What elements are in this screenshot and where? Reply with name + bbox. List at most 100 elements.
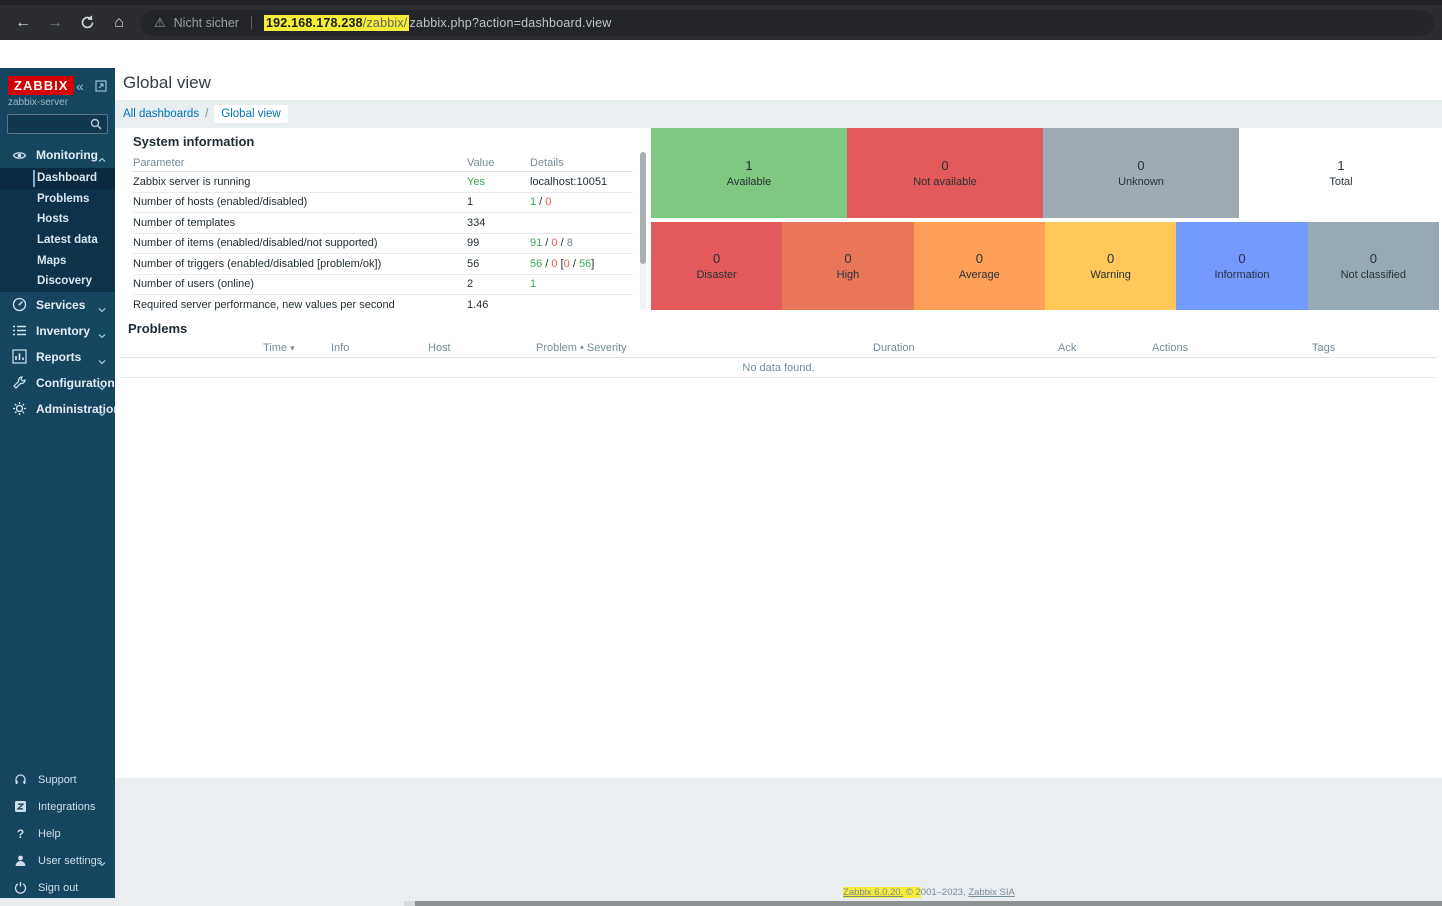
address-bar[interactable]: ⚠ Nicht sicher 192.168.178.238/zabbix/za…	[140, 9, 1434, 36]
menu-label: Inventory	[36, 323, 91, 338]
column-header-problem-severity: Problem • Severity	[536, 342, 627, 354]
footer-menu-label: Support	[38, 773, 77, 786]
page-url: 192.168.178.238/zabbix/zabbix.php?action…	[263, 14, 612, 31]
parameter-cell: Number of triggers (enabled/disabled [pr…	[133, 257, 382, 270]
sidebar-item-sign-out[interactable]: Sign out	[0, 874, 115, 901]
power-icon	[13, 880, 28, 895]
severity-box-warning: 0 Warning	[1044, 222, 1177, 310]
security-warning-icon[interactable]: ⚠	[154, 14, 166, 30]
details-cell: 1 / 0	[530, 196, 552, 209]
menu-item-reports[interactable]: Reports	[0, 344, 115, 370]
breadcrumb-all-dashboards-link[interactable]: All dashboards	[123, 108, 200, 120]
sidebar-item-dashboard[interactable]: Dashboard	[0, 168, 115, 189]
footer-copyright-rest: 001–2023,	[920, 887, 969, 898]
widget-scrollbar-thumb[interactable]	[640, 152, 646, 264]
menu-item-administration[interactable]: Administration	[0, 396, 121, 422]
column-header-info: Info	[331, 342, 350, 354]
footer-menu-label: Integrations	[38, 800, 96, 813]
column-header-details: Details	[530, 156, 564, 169]
sidebar-item-user-settings[interactable]: User settings	[0, 847, 115, 874]
parameter-cell: Number of hosts (enabled/disabled)	[133, 196, 308, 209]
sidebar-item-discovery[interactable]: Discovery	[0, 271, 115, 292]
submenu-label: Discovery	[37, 275, 92, 288]
table-row: Number of hosts (enabled/disabled) 1 1 /…	[133, 193, 633, 213]
submenu-label: Dashboard	[37, 172, 98, 185]
chevron-down-icon	[98, 354, 106, 368]
column-header-ack: Ack	[1058, 342, 1077, 354]
details-cell: 56 / 0 [0 / 56]	[530, 257, 595, 270]
sidebar-search[interactable]	[7, 114, 108, 134]
value-cell: 1	[467, 196, 474, 209]
list-icon	[12, 323, 27, 338]
label: Unknown	[1118, 176, 1164, 188]
user-icon	[13, 853, 28, 868]
count: 0	[844, 251, 852, 266]
menu-label: Administration	[36, 401, 121, 416]
sidebar-bottom-strip	[0, 898, 115, 906]
search-input[interactable]	[12, 118, 88, 130]
column-header-actions: Actions	[1152, 342, 1189, 354]
zabbix-sia-link[interactable]: Zabbix SIA	[968, 887, 1015, 898]
dashboard-canvas: System information Parameter Value Detai…	[115, 128, 1442, 778]
back-icon[interactable]: ←	[15, 13, 31, 31]
submenu-label: Maps	[37, 254, 67, 267]
availability-box-unknown: 0 Unknown	[1043, 128, 1239, 218]
no-data-text: No data found.	[742, 361, 815, 374]
search-icon	[88, 117, 103, 132]
server-name: zabbix-server	[8, 97, 69, 108]
label: Warning	[1090, 269, 1131, 281]
count: 0	[713, 251, 721, 266]
sidebar-item-integrations[interactable]: Integrations	[0, 793, 115, 820]
sidebar-item-problems[interactable]: Problems	[0, 189, 115, 210]
table-row: Number of items (enabled/disabled/not su…	[133, 234, 633, 254]
security-label: Nicht sicher	[173, 15, 239, 30]
table-row: Number of triggers (enabled/disabled [pr…	[133, 254, 633, 275]
help-icon: ?	[16, 826, 25, 841]
menu-item-inventory[interactable]: Inventory	[0, 318, 115, 344]
availability-box-available: 1 Available	[651, 128, 847, 218]
forward-icon[interactable]: →	[47, 13, 63, 31]
column-header-time[interactable]: Time ▾	[263, 342, 295, 354]
sidebar-item-maps[interactable]: Maps	[0, 250, 115, 271]
details-cell: localhost:10051	[530, 175, 608, 188]
sidebar-item-latest-data[interactable]: Latest data	[0, 230, 115, 251]
label: Information	[1214, 269, 1270, 281]
chevron-up-icon	[98, 152, 106, 166]
widget-scrollbar-track[interactable]	[640, 152, 646, 310]
widget-title: System information	[133, 134, 255, 149]
column-header-parameter: Parameter	[133, 156, 185, 169]
label: Disaster	[696, 269, 737, 281]
host-availability-widget: 1 Available 0 Not available 0 Unknown 1 …	[651, 128, 1439, 218]
horizontal-scrollbar-thumb[interactable]	[415, 901, 1442, 906]
problems-by-severity-widget: 0 Disaster 0 High 0 Average 0 Warning 0 …	[651, 222, 1439, 310]
submenu-label: Hosts	[37, 213, 69, 226]
count: 1	[745, 158, 753, 173]
system-information-table: Parameter Value Details Zabbix server is…	[133, 154, 633, 313]
breadcrumb: All dashboards / Global view	[115, 100, 1442, 128]
breadcrumb-current-link[interactable]: Global view	[221, 108, 281, 120]
integrations-icon	[13, 799, 28, 814]
menu-item-configuration[interactable]: Configuration	[0, 370, 115, 396]
label: Available	[726, 176, 772, 188]
home-icon[interactable]: ⌂	[114, 13, 124, 31]
breadcrumb-current-chip[interactable]: Global view	[214, 105, 288, 123]
menu-item-monitoring[interactable]: Monitoring	[0, 142, 115, 168]
sidebar-item-hosts[interactable]: Hosts	[0, 209, 115, 230]
sidebar-item-support[interactable]: Support	[0, 766, 115, 793]
zabbix-logo[interactable]: ZABBIX	[8, 76, 75, 95]
sidebar-pin-icon[interactable]	[95, 79, 107, 97]
menu-item-services[interactable]: Services	[0, 292, 115, 318]
sidebar-collapse-icon[interactable]: «	[76, 78, 84, 94]
sidebar: ZABBIX « zabbix-server Monitoring Dashbo…	[0, 68, 121, 901]
horizontal-scrollbar-track[interactable]	[404, 901, 1442, 906]
label: Average	[958, 269, 1000, 281]
severity-box-not-classified: 0 Not classified	[1307, 222, 1439, 310]
reload-icon[interactable]	[76, 12, 98, 34]
value-cell: Yes	[467, 175, 485, 188]
sidebar-item-help[interactable]: ? Help	[0, 820, 115, 847]
submenu-label: Latest data	[37, 234, 98, 247]
parameter-cell: Required server performance, new values …	[133, 298, 395, 311]
zabbix-version-link[interactable]: Zabbix 6.0.20.	[843, 887, 904, 898]
headset-icon	[13, 772, 28, 787]
column-header-value: Value	[467, 156, 495, 169]
